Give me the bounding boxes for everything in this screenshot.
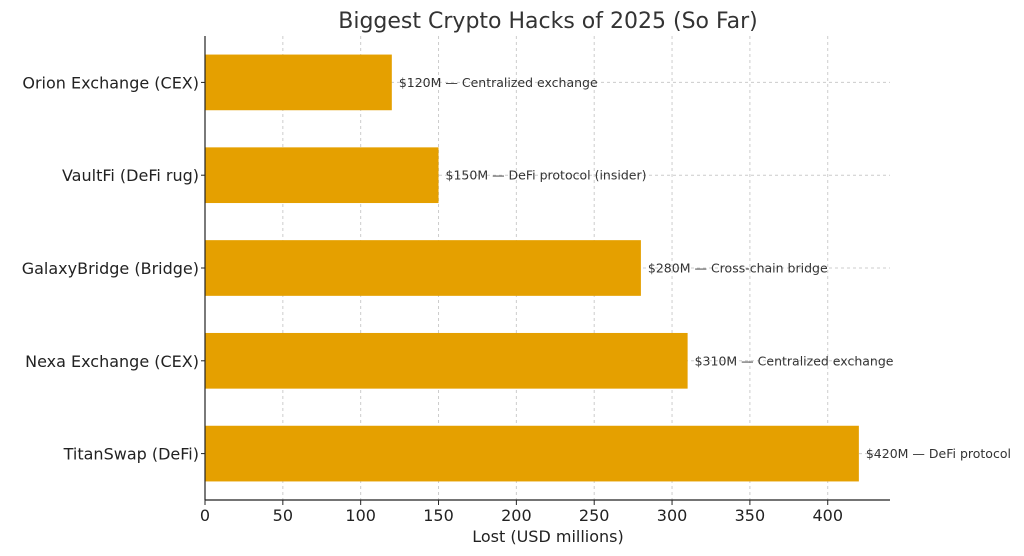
x-tick-label: 250	[579, 506, 610, 525]
category-label: VaultFi (DeFi rug)	[62, 166, 199, 185]
data-label: $150M — DeFi protocol (insider)	[446, 168, 647, 183]
x-tick-label: 350	[735, 506, 766, 525]
data-label: $310M — Centralized exchange	[695, 353, 894, 368]
x-tick-label: 150	[423, 506, 454, 525]
x-tick-label: 100	[345, 506, 376, 525]
bar	[205, 425, 859, 482]
x-tick-label: 400	[812, 506, 843, 525]
x-tick-label: 50	[273, 506, 293, 525]
data-label: $280M — Cross-chain bridge	[648, 261, 828, 276]
category-label: Nexa Exchange (CEX)	[25, 352, 199, 371]
x-axis-label: Lost (USD millions)	[472, 527, 624, 546]
x-tick-label: 200	[501, 506, 532, 525]
bar	[205, 147, 439, 204]
data-label: $120M — Centralized exchange	[399, 75, 598, 90]
category-label: Orion Exchange (CEX)	[22, 73, 199, 92]
x-tick-label: 300	[657, 506, 688, 525]
bar	[205, 240, 641, 296]
data-label: $420M — DeFi protocol	[866, 446, 1011, 461]
category-label: GalaxyBridge (Bridge)	[22, 259, 199, 278]
category-label: TitanSwap (DeFi)	[63, 445, 199, 464]
bar	[205, 54, 392, 111]
bar	[205, 332, 688, 389]
axes: 0 50 100 150 200 250 300 350 400	[200, 36, 890, 525]
chart-title: Biggest Crypto Hacks of 2025 (So Far)	[338, 9, 757, 34]
labels: $120M — Centralized exchange Orion Exchan…	[22, 73, 1011, 463]
bars	[205, 54, 859, 482]
x-tick-label: 0	[200, 506, 210, 525]
